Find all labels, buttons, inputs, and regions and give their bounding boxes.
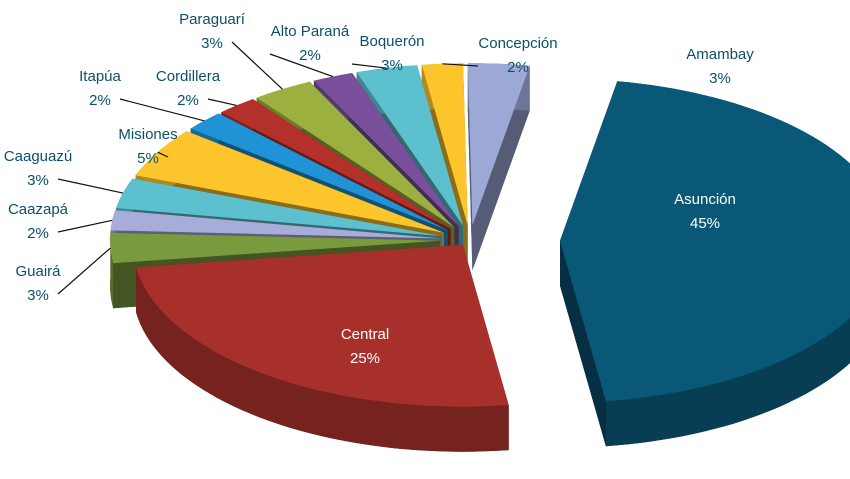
slice xyxy=(221,99,451,229)
leader-line xyxy=(57,178,124,194)
slice xyxy=(356,65,463,226)
data-label-name: Boquerón xyxy=(359,33,424,50)
slice xyxy=(560,81,850,402)
data-label-value: 2% xyxy=(299,47,321,64)
slice-side xyxy=(560,240,606,447)
data-label-value: 3% xyxy=(709,70,731,87)
slice xyxy=(135,131,444,233)
data-label-name: Alto Paraná xyxy=(271,23,350,40)
data-label-name: Central xyxy=(341,326,389,343)
slice xyxy=(110,232,440,264)
leader-line xyxy=(157,151,169,158)
slice xyxy=(467,63,530,226)
data-label-value: 2% xyxy=(89,92,111,109)
leader-line xyxy=(351,63,387,69)
data-label-name: Itapúa xyxy=(79,68,121,85)
data-label-name: Asunción xyxy=(674,191,736,208)
slice-side xyxy=(472,65,530,271)
leader-line xyxy=(57,247,111,295)
leader-line xyxy=(442,63,479,67)
data-label-name: Caaguazú xyxy=(4,148,72,165)
data-label-name: Amambay xyxy=(686,46,754,63)
slice-wall xyxy=(110,232,114,309)
data-label-value: 2% xyxy=(507,59,529,76)
data-label-value: 5% xyxy=(137,150,159,167)
data-label-value: 3% xyxy=(201,35,223,52)
data-label-value: 3% xyxy=(27,172,49,189)
leader-line xyxy=(57,219,113,233)
slice xyxy=(421,63,468,226)
slice-side xyxy=(467,63,473,271)
slice xyxy=(313,73,459,227)
slice-wall xyxy=(136,267,509,452)
leader-line xyxy=(119,98,205,122)
leader-line xyxy=(269,53,334,78)
leader-line xyxy=(231,41,283,90)
data-label-value: 2% xyxy=(27,225,49,242)
data-label-name: Guairá xyxy=(15,263,61,280)
data-label-name: Concepción xyxy=(478,35,557,52)
data-label-value: 2% xyxy=(177,92,199,109)
slice xyxy=(256,81,455,228)
data-label-value: 3% xyxy=(381,57,403,74)
leader-line xyxy=(207,98,237,107)
data-label-name: Cordillera xyxy=(156,68,221,85)
data-label-value: 45% xyxy=(690,215,720,232)
slice xyxy=(116,178,442,237)
slice xyxy=(190,113,448,231)
data-label-value: 3% xyxy=(27,287,49,304)
slice xyxy=(136,244,509,407)
slice xyxy=(110,210,441,239)
data-label-name: Misiones xyxy=(118,126,177,143)
data-label-name: Caazapá xyxy=(8,201,69,218)
data-label-name: Paraguarí xyxy=(179,11,246,28)
data-label-value: 25% xyxy=(350,350,380,367)
